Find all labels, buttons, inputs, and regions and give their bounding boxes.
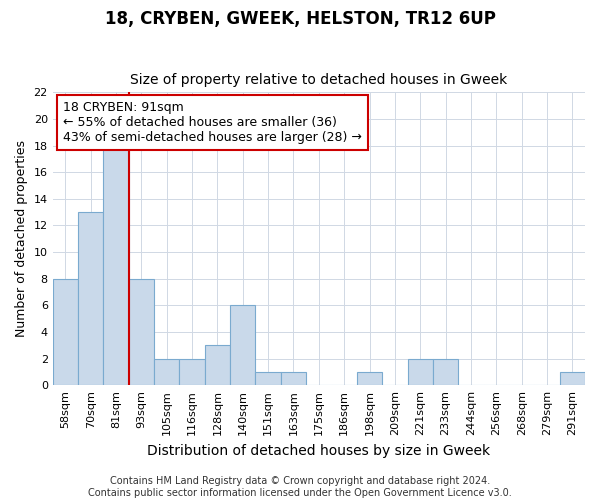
Bar (103, 146, 129, 385)
X-axis label: Distribution of detached houses by size in Gweek: Distribution of detached houses by size … (147, 444, 490, 458)
Bar (560, 372, 585, 385)
Bar (357, 372, 382, 385)
Bar (129, 278, 154, 385)
Text: 18, CRYBEN, GWEEK, HELSTON, TR12 6UP: 18, CRYBEN, GWEEK, HELSTON, TR12 6UP (104, 10, 496, 28)
Text: 18 CRYBEN: 91sqm
← 55% of detached houses are smaller (36)
43% of semi-detached : 18 CRYBEN: 91sqm ← 55% of detached house… (64, 101, 362, 144)
Text: Contains HM Land Registry data © Crown copyright and database right 2024.
Contai: Contains HM Land Registry data © Crown c… (88, 476, 512, 498)
Bar (179, 358, 205, 385)
Bar (230, 306, 256, 385)
Bar (205, 345, 230, 385)
Bar (78, 212, 103, 385)
Bar (53, 278, 78, 385)
Bar (154, 358, 179, 385)
Bar (281, 372, 306, 385)
Title: Size of property relative to detached houses in Gweek: Size of property relative to detached ho… (130, 73, 508, 87)
Bar (407, 358, 433, 385)
Y-axis label: Number of detached properties: Number of detached properties (15, 140, 28, 338)
Bar (433, 358, 458, 385)
Bar (256, 372, 281, 385)
